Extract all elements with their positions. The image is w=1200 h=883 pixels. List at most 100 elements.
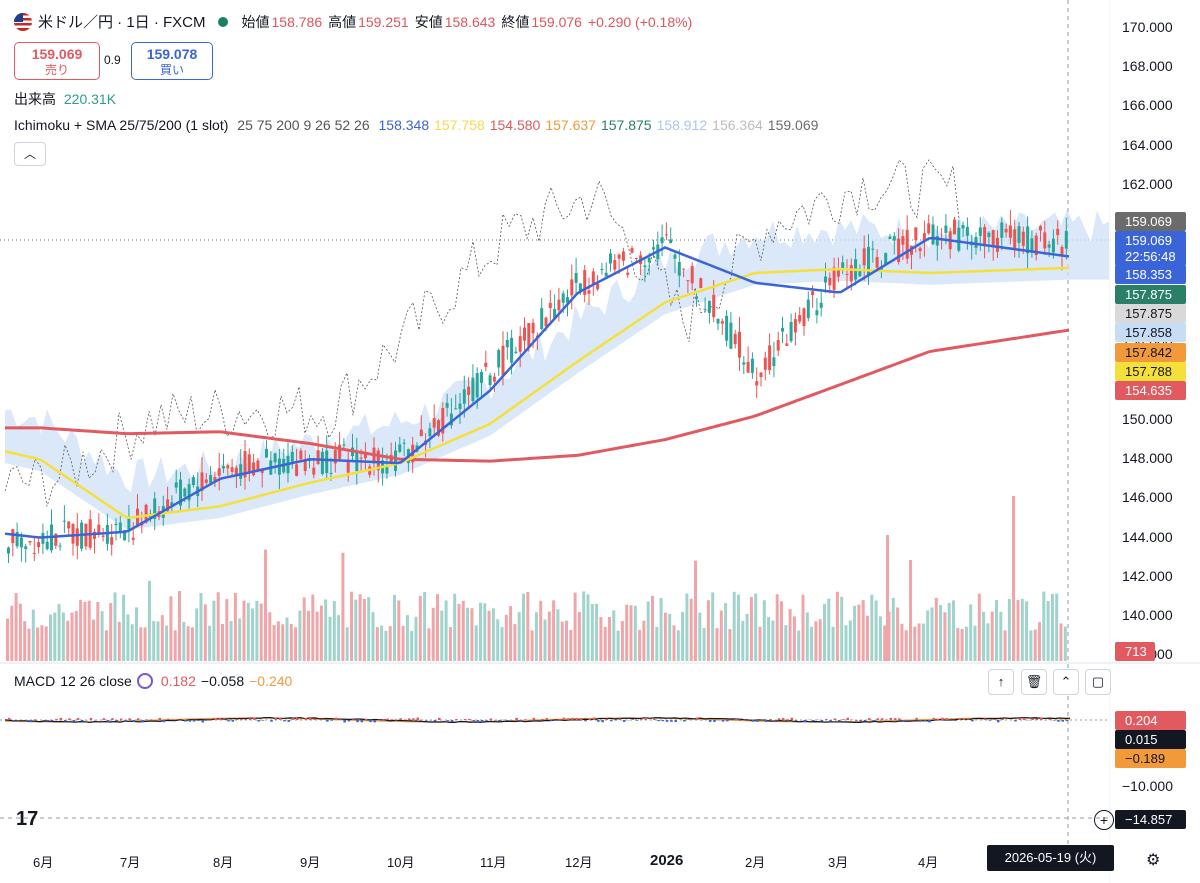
- candle: [454, 408, 458, 410]
- volume-bar: [977, 593, 981, 661]
- candle: [54, 533, 58, 546]
- candle: [75, 528, 79, 546]
- volume-bar: [995, 600, 998, 661]
- macd-histogram-bar: [145, 719, 149, 720]
- candle: [557, 299, 561, 311]
- arrow-up-icon[interactable]: ↑: [988, 669, 1014, 695]
- volume-bar: [715, 628, 719, 661]
- volume-bar: [259, 603, 263, 661]
- macd-histogram-bar: [575, 717, 579, 720]
- volume-bar: [1016, 599, 1020, 661]
- candle: [824, 276, 827, 283]
- volume-bar: [612, 610, 616, 661]
- volume-bar: [982, 611, 986, 661]
- candle: [484, 362, 488, 367]
- candle: [239, 464, 243, 479]
- volume-bar: [1042, 591, 1046, 661]
- candle: [1013, 229, 1017, 249]
- sma-200-line: [5, 328, 1070, 463]
- macd-histogram-bar: [489, 718, 493, 720]
- candle: [553, 309, 557, 319]
- buy-button[interactable]: 159.078 買い: [131, 42, 213, 80]
- volume-bar: [212, 600, 216, 661]
- volume-bar: [539, 600, 543, 661]
- macd-histogram-bar: [855, 720, 858, 721]
- candle: [1051, 238, 1055, 253]
- macd-source-icon[interactable]: [136, 673, 153, 689]
- volume-bar: [246, 602, 250, 661]
- candle: [785, 343, 789, 346]
- volume-bar: [999, 611, 1003, 661]
- gear-icon[interactable]: ⚙: [1146, 852, 1161, 869]
- candle: [871, 248, 875, 250]
- macd-histogram-bar: [842, 719, 845, 720]
- candle: [755, 381, 759, 386]
- volume-bar: [646, 601, 650, 661]
- macd-histogram-bar: [876, 718, 880, 720]
- macd-histogram-bar: [485, 720, 488, 721]
- macd-histogram-bar: [988, 720, 991, 721]
- candle: [643, 265, 647, 268]
- volume-bar: [874, 600, 878, 661]
- collapse-icon[interactable]: ⌃: [1053, 669, 1079, 695]
- volume-bar: [483, 603, 487, 661]
- macd-histogram-bar: [29, 720, 32, 723]
- indicator-params: 25 75 200 9 26 52 26: [237, 117, 370, 133]
- open-label: 始値: [241, 13, 270, 30]
- candle: [260, 469, 264, 474]
- fullscreen-icon[interactable]: ▢: [1085, 669, 1111, 695]
- volume-bar: [70, 612, 74, 661]
- indicator-value: 158.912: [656, 117, 708, 133]
- macd-legend[interactable]: MACD 12 26 close 0.182 −0.058 −0.240: [14, 673, 297, 689]
- macd-histogram-bar: [984, 718, 987, 720]
- macd-histogram-bar: [704, 719, 708, 720]
- candle: [170, 502, 174, 506]
- volume-bar: [956, 627, 960, 661]
- price-label: 159.069: [1115, 231, 1186, 250]
- macd-histogram-bar: [1035, 718, 1039, 720]
- volume-bar: [749, 597, 753, 661]
- candle: [71, 524, 75, 544]
- candle: [544, 317, 548, 327]
- volume-bar: [401, 626, 405, 661]
- candle: [329, 472, 333, 474]
- macd-histogram-bar: [708, 720, 712, 722]
- volume-bar: [689, 598, 693, 661]
- volume-bar: [724, 603, 728, 661]
- add-icon[interactable]: +: [1094, 810, 1114, 830]
- volume-legend[interactable]: 出来高 220.31K: [14, 89, 116, 109]
- candle: [153, 498, 157, 519]
- macd-histogram-bar: [760, 719, 763, 720]
- candle: [303, 460, 307, 472]
- candle: [1000, 222, 1004, 238]
- volume-bar: [737, 594, 740, 661]
- volume-bar: [547, 611, 551, 661]
- candle: [811, 291, 815, 296]
- volume-bar: [629, 605, 633, 661]
- macd-histogram-bar: [141, 720, 144, 723]
- volume-bar: [810, 626, 814, 661]
- macd-histogram-bar: [339, 719, 342, 720]
- candle: [1034, 235, 1038, 256]
- collapse-legend-button[interactable]: ︿: [14, 142, 46, 166]
- sell-button[interactable]: 159.069 売り: [14, 42, 100, 80]
- volume-bar: [113, 592, 117, 661]
- candle: [828, 277, 832, 286]
- time-tick: 8月: [213, 855, 234, 870]
- macd-histogram-bar: [846, 717, 849, 720]
- crosshair-value: −14.857: [1115, 810, 1186, 829]
- volume-bar: [36, 627, 40, 661]
- volume-bar: [711, 592, 715, 661]
- symbol-title[interactable]: 米ドル／円 · 1日 · FXCM: [38, 14, 206, 31]
- volume-bar: [590, 604, 594, 661]
- candle: [256, 460, 260, 470]
- indicator-legend[interactable]: Ichimoku + SMA 25/75/200 (1 slot) 25 75 …: [14, 117, 823, 133]
- trash-icon[interactable]: 🗑: [1021, 669, 1047, 695]
- candle: [901, 236, 905, 245]
- macd-histogram-bar: [653, 718, 656, 720]
- candle: [793, 319, 797, 333]
- candle: [944, 225, 948, 233]
- volume-bar: [599, 617, 603, 661]
- candle: [772, 357, 776, 367]
